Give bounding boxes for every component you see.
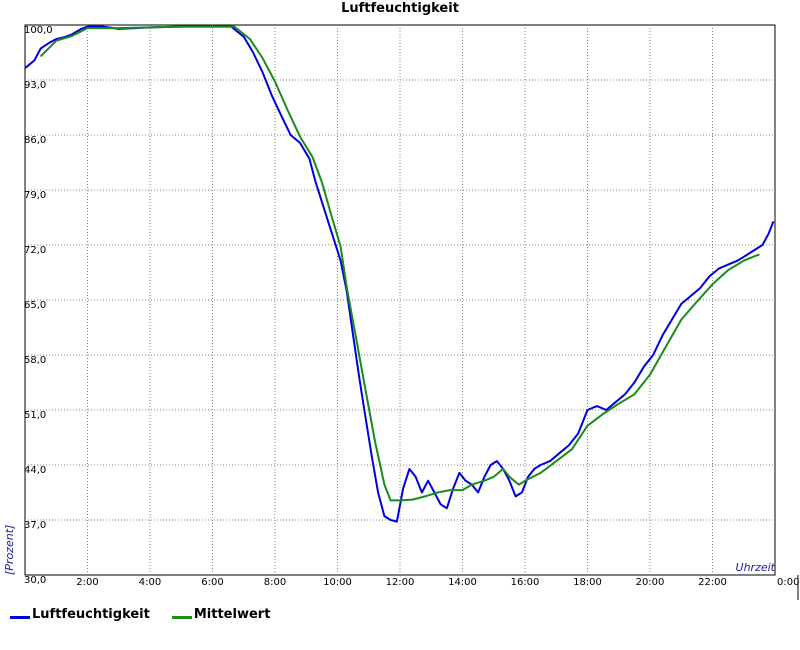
x-tick-label: 6:00 [201, 577, 223, 588]
legend-swatch-humidity [10, 616, 30, 619]
legend: Luftfeuchtigkeit Mittelwert [10, 607, 292, 622]
y-tick-label: 86,0 [24, 135, 46, 146]
y-tick-label: 44,0 [24, 465, 46, 476]
legend-item-humidity: Luftfeuchtigkeit [10, 607, 150, 622]
x-tick-label: 18:00 [573, 577, 602, 588]
series-line-mean [39, 25, 760, 502]
y-tick-label: 79,0 [24, 190, 46, 201]
y-tick-label: 58,0 [24, 355, 46, 366]
legend-label-mean: Mittelwert [193, 607, 271, 622]
x-tick-label: 22:00 [698, 577, 727, 588]
x-tick-label: 14:00 [448, 577, 477, 588]
tick-labels: 30,0 37,0 44,0 51,0 58,0 65,0 72,0 79,0 86,0 93,0… [24, 25, 799, 588]
y-tick-label: 37,0 [24, 520, 46, 531]
x-tick-label: 20:00 [636, 577, 665, 588]
x-axis-title: Uhrzeit [736, 561, 776, 574]
legend-item-mean: Mittelwert [171, 607, 271, 622]
y-tick-label: 72,0 [24, 245, 46, 256]
y-tick-label: 93,0 [24, 80, 46, 91]
x-tick-label: 12:00 [386, 577, 415, 588]
x-tick-label: 0:00 [777, 577, 799, 588]
x-tick-label: 4:00 [139, 577, 161, 588]
y-axis-title: [Prozent] [3, 525, 16, 575]
x-tick-label: 8:00 [264, 577, 286, 588]
legend-swatch-mean [171, 616, 192, 619]
y-tick-label: 30,0 [24, 575, 46, 586]
x-tick-label: 10:00 [323, 577, 352, 588]
legend-label-humidity: Luftfeuchtigkeit [32, 607, 150, 622]
grid-lines [25, 25, 775, 575]
series-lines [24, 25, 775, 523]
chart-title: Luftfeuchtigkeit [341, 1, 459, 16]
x-tick-label: 2:00 [76, 577, 98, 588]
x-tick-label: 16:00 [511, 577, 540, 588]
y-tick-label: 51,0 [24, 410, 46, 421]
y-tick-label: 65,0 [24, 300, 46, 311]
y-tick-label: 100,0 [24, 25, 53, 36]
